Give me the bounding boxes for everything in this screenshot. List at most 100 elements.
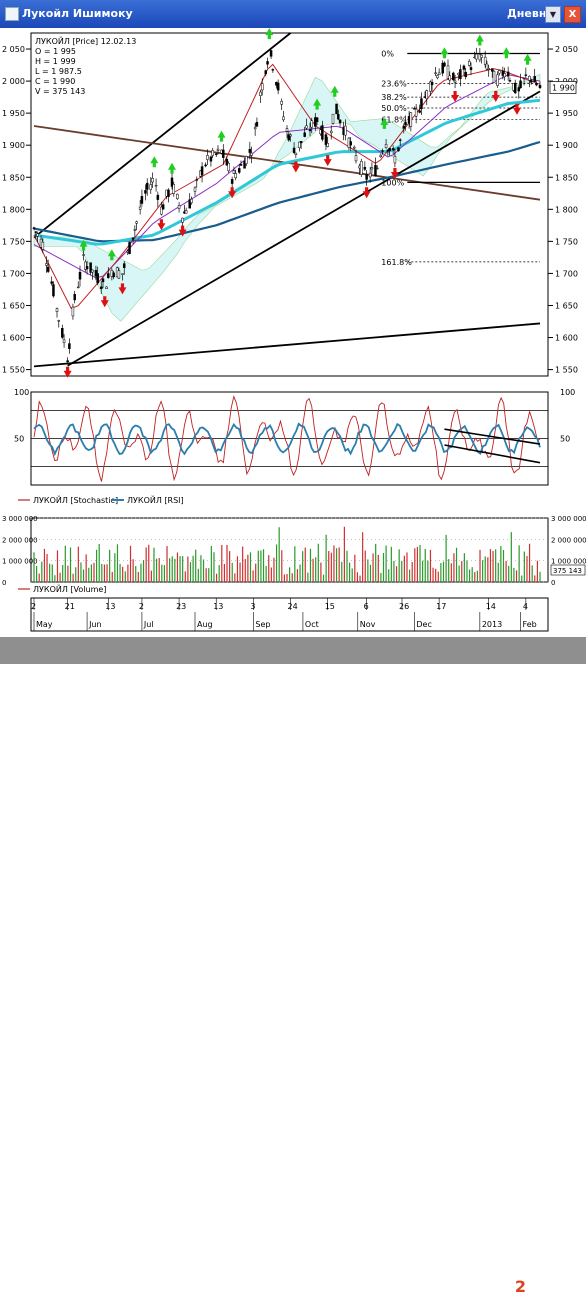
candle-body [68, 343, 71, 349]
logo-part: net [526, 1277, 556, 1296]
candle-body [436, 75, 439, 79]
volume-bar [315, 557, 317, 582]
day-label: 23 [176, 602, 186, 611]
volume-bar [343, 526, 345, 582]
fib-label: 0% [381, 50, 394, 59]
candle-body [50, 281, 53, 284]
volume-bar [124, 571, 126, 582]
volume-bar [119, 563, 121, 582]
candle-body [245, 156, 248, 164]
volume-bar [505, 561, 507, 582]
volume-bar [294, 546, 296, 582]
candle-body [234, 173, 237, 179]
candle-body [430, 81, 434, 86]
candle-body [490, 68, 494, 72]
candle-body [384, 143, 388, 148]
volume-bar [189, 562, 192, 582]
candle-body [239, 164, 243, 166]
volume-bar [163, 565, 166, 582]
candle-body [420, 98, 423, 110]
candle-body [177, 204, 181, 209]
candle-body [324, 134, 328, 145]
volume-bar [364, 550, 366, 582]
candle-body [260, 83, 264, 91]
candle-body [289, 134, 292, 137]
candle-body [452, 72, 455, 81]
candle-body [32, 227, 36, 229]
volume-bar [474, 572, 476, 582]
candle-body [485, 63, 489, 70]
volume-bar [260, 550, 262, 582]
candle-body [354, 155, 358, 162]
candle-body [448, 75, 452, 81]
candle-body [308, 129, 312, 132]
down-arrow-icon[interactable]: ▼ [545, 6, 561, 23]
volume-bar [64, 545, 66, 582]
ema-fast-line [33, 98, 541, 246]
volume-bar [223, 563, 226, 582]
day-label: 2 [139, 602, 144, 611]
down-arrow-icon [291, 161, 300, 173]
volume-bar [515, 570, 518, 582]
legend-low: L = 1 987.5 [35, 67, 82, 76]
candle-body [138, 206, 142, 210]
volume-bar [77, 546, 79, 582]
up-arrow-icon [168, 162, 176, 174]
volume-bar [127, 564, 129, 582]
title-bar[interactable]: Лукойл Ишимоку Дневной ▼ X [0, 0, 586, 28]
close-button[interactable]: X [564, 6, 581, 23]
candle-body [84, 261, 87, 270]
candle-body [188, 199, 191, 209]
candle-body [243, 161, 246, 169]
candle-body [352, 146, 356, 149]
volume-bar [49, 563, 51, 582]
y-tick-label: 2 050 [555, 45, 578, 54]
volume-bar [176, 552, 179, 582]
volume-bar [377, 554, 379, 582]
y-tick-label: 1 950 [555, 109, 578, 118]
volume-bar [33, 552, 35, 582]
up-arrow-icon [79, 239, 88, 251]
y-tick-label: 1 600 [2, 334, 25, 343]
y-tick-label: 3 000 000 [2, 515, 38, 523]
candle-body [365, 174, 368, 180]
volume-bar [422, 560, 424, 582]
candle-body [294, 152, 298, 155]
down-arrow-icon [63, 366, 72, 378]
volume-bar [75, 567, 77, 582]
candle-body [151, 178, 154, 183]
candle-body [285, 128, 289, 132]
volume-bar [171, 556, 173, 582]
down-arrow-icon [157, 219, 166, 231]
month-label: Sep [255, 620, 270, 629]
volume-bar [54, 575, 56, 582]
day-label: 15 [325, 602, 335, 611]
volume-bar [278, 527, 280, 582]
candle-body [222, 149, 225, 158]
day-label: 3 [250, 602, 255, 611]
y-tick-label: 1 000 000 [2, 558, 38, 566]
candle-body [418, 110, 421, 113]
volume-bar [380, 573, 382, 582]
candle-body [446, 65, 450, 79]
volume-bar [398, 549, 400, 582]
volume-bar [393, 560, 395, 582]
volume-bar [440, 563, 442, 582]
candle-body [85, 266, 89, 270]
candle-body [259, 91, 262, 96]
osc-channel-line [444, 444, 541, 464]
volume-bar [289, 567, 291, 582]
candle-body [107, 273, 110, 278]
volume-bar [142, 559, 145, 582]
volume-bar [195, 549, 197, 582]
candle-body [391, 148, 395, 151]
clip2net-logo: clip2net.com [483, 1277, 583, 1296]
volume-bar [80, 562, 82, 582]
y-tick-label: 1 550 [555, 366, 578, 375]
candle-body [96, 273, 99, 284]
candle-body [204, 164, 207, 167]
day-label: 4 [523, 602, 528, 611]
volume-bar [275, 544, 278, 582]
volume-bar [36, 565, 38, 582]
volume-bar [93, 562, 95, 582]
